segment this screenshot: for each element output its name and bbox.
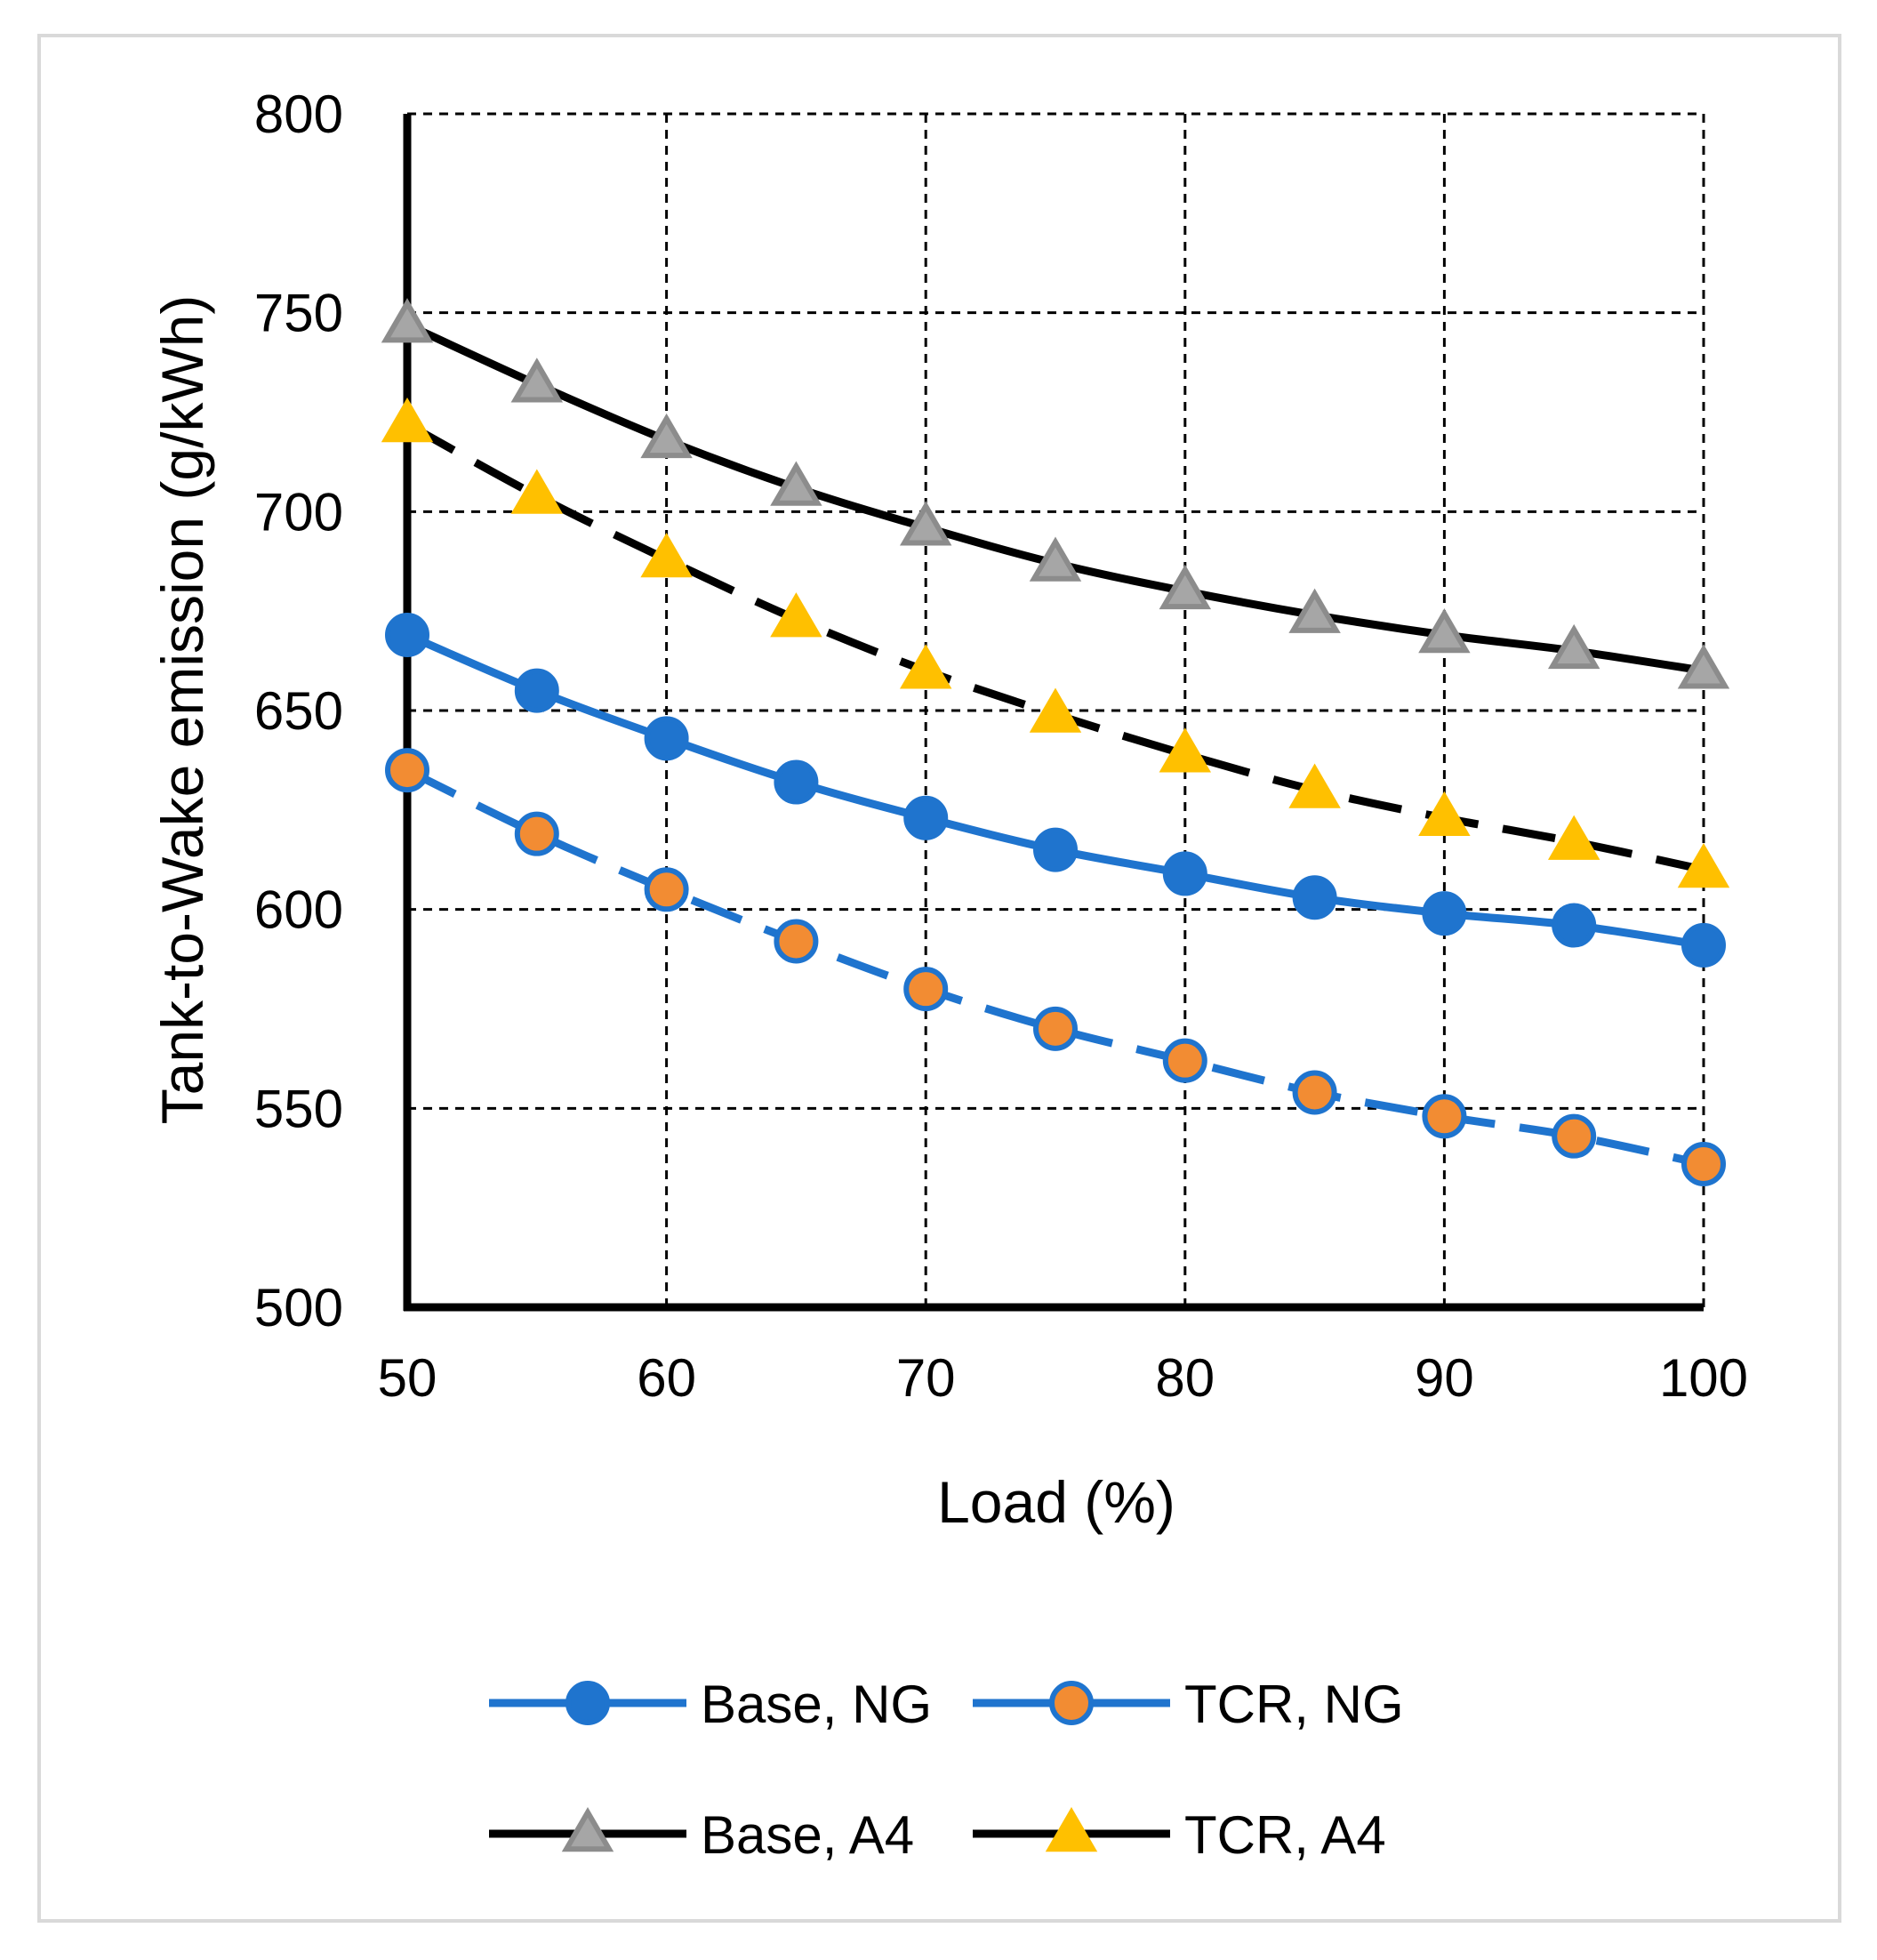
legend-label-base-a4: Base, A4 xyxy=(701,1805,914,1865)
data-point-base-a4-65 xyxy=(770,461,822,506)
data-point-tcr-a4-70 xyxy=(899,644,952,689)
data-point-base-a4-100 xyxy=(1677,644,1730,689)
grid-lines xyxy=(407,112,1705,1307)
legend-item-tcr-a4: TCR, A4 xyxy=(973,1805,1386,1865)
data-point-tcr-ng-65 xyxy=(774,919,819,964)
data-point-tcr-a4-55 xyxy=(510,469,564,514)
series-line-tcr-ng xyxy=(405,767,1705,1169)
data-point-base-a4-95 xyxy=(1547,623,1600,670)
data-point-tcr-ng-75 xyxy=(1033,1006,1078,1051)
data-point-base-ng-90 xyxy=(1422,891,1467,936)
data-point-tcr-a4-90 xyxy=(1418,791,1471,837)
y-tick-label-800: 800 xyxy=(254,84,343,144)
x-tick-label-50: 50 xyxy=(378,1348,437,1408)
data-point-base-ng-95 xyxy=(1552,903,1597,948)
data-point-base-a4-85 xyxy=(1288,588,1341,633)
data-point-tcr-a4-60 xyxy=(640,533,693,578)
data-point-tcr-ng-85 xyxy=(1292,1070,1337,1115)
data-point-base-ng-60 xyxy=(644,716,689,761)
data-point-base-a4-50 xyxy=(381,298,434,343)
y-tick-label-700: 700 xyxy=(254,482,343,542)
legend-marker-tcr-ng xyxy=(1049,1681,1094,1725)
data-point-base-ng-75 xyxy=(1033,827,1078,872)
legend-marker-base-a4 xyxy=(561,1807,614,1852)
series-base-ng xyxy=(385,613,1726,968)
y-tick-label-650: 650 xyxy=(254,681,343,741)
x-axis-title: Load (%) xyxy=(937,1469,1175,1535)
data-series xyxy=(381,298,1730,1186)
data-point-tcr-ng-70 xyxy=(903,967,949,1012)
x-tick-label-70: 70 xyxy=(896,1348,956,1408)
y-tick-label-750: 750 xyxy=(254,284,343,343)
y-axis-title: Tank-to-Wake emission (g/kWh) xyxy=(149,295,215,1125)
legend-item-base-a4: Base, A4 xyxy=(489,1805,914,1865)
data-point-base-ng-70 xyxy=(903,795,949,840)
data-point-tcr-a4-100 xyxy=(1677,842,1730,888)
y-tick-label-550: 550 xyxy=(254,1079,343,1138)
y-tick-label-500: 500 xyxy=(254,1278,343,1337)
data-point-tcr-a4-95 xyxy=(1547,815,1600,860)
data-point-base-a4-70 xyxy=(899,501,952,546)
data-point-base-a4-60 xyxy=(640,413,693,459)
data-point-base-ng-85 xyxy=(1292,875,1337,920)
legend-label-tcr-ng: TCR, NG xyxy=(1184,1675,1404,1734)
x-tick-label-90: 90 xyxy=(1415,1348,1474,1408)
tick-labels: 500 550 600 650 700 750 800 50 60 70 80 90 100 xyxy=(254,84,1748,1408)
x-tick-label-100: 100 xyxy=(1659,1348,1748,1408)
data-point-base-ng-100 xyxy=(1681,922,1726,968)
data-point-tcr-a4-65 xyxy=(770,592,822,638)
data-point-tcr-ng-80 xyxy=(1162,1038,1207,1083)
data-point-tcr-a4-80 xyxy=(1159,727,1212,773)
data-point-base-ng-65 xyxy=(774,759,819,805)
data-point-tcr-a4-75 xyxy=(1029,687,1082,733)
legend-item-base-ng: Base, NG xyxy=(489,1675,932,1734)
data-point-base-a4-80 xyxy=(1159,564,1212,610)
series-tcr-ng xyxy=(385,748,1726,1186)
legend: Base, NG TCR, NG Base, A4 TCR, A4 xyxy=(489,1675,1404,1865)
data-point-base-ng-80 xyxy=(1162,851,1207,896)
legend-marker-base-ng xyxy=(566,1681,610,1725)
data-point-tcr-ng-100 xyxy=(1681,1141,1726,1186)
data-point-tcr-ng-90 xyxy=(1422,1094,1467,1139)
series-tcr-a4 xyxy=(381,397,1730,888)
data-point-tcr-a4-85 xyxy=(1288,763,1341,808)
data-point-tcr-a4-50 xyxy=(381,397,434,443)
x-tick-label-60: 60 xyxy=(637,1348,696,1408)
data-point-tcr-ng-50 xyxy=(385,748,429,793)
data-point-base-a4-90 xyxy=(1418,608,1471,654)
data-point-tcr-ng-55 xyxy=(514,811,559,856)
legend-item-tcr-ng: TCR, NG xyxy=(973,1675,1404,1734)
series-base-a4 xyxy=(381,298,1730,689)
y-tick-label-600: 600 xyxy=(254,880,343,940)
data-point-tcr-ng-60 xyxy=(644,867,689,912)
legend-label-base-ng: Base, NG xyxy=(701,1675,932,1734)
data-point-tcr-ng-95 xyxy=(1552,1113,1597,1159)
x-tick-label-80: 80 xyxy=(1155,1348,1215,1408)
data-point-base-ng-50 xyxy=(385,613,429,658)
data-point-base-a4-55 xyxy=(510,357,564,403)
data-point-base-ng-55 xyxy=(514,668,559,713)
data-point-base-a4-75 xyxy=(1029,536,1082,582)
legend-label-tcr-a4: TCR, A4 xyxy=(1184,1805,1386,1865)
legend-marker-tcr-a4 xyxy=(1045,1807,1098,1852)
